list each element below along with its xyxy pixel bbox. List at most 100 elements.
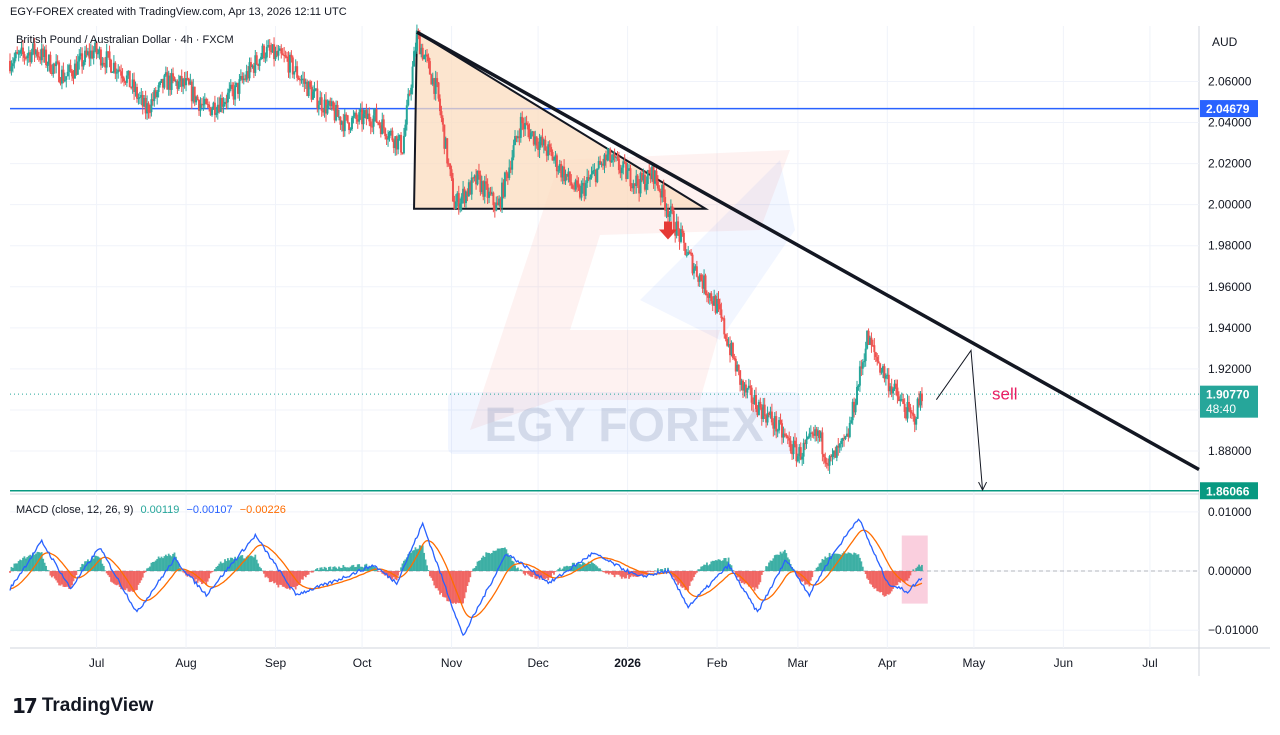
candle-body [873,345,876,353]
candle-body [499,198,502,208]
macd-histogram-bar [121,571,124,590]
descending-trendline[interactable] [416,30,1200,472]
macd-histogram-bar [189,571,192,578]
y-tick-label: 2.06000 [1208,74,1252,88]
candle-body [814,429,817,436]
candle-body [527,124,530,130]
macd-histogram-bar [14,563,17,572]
tradingview-logo-icon: 17 [12,694,38,718]
macd-histogram-bar [222,562,225,572]
candle-body [258,59,261,66]
resistance-price-label: 2.04679 [1206,102,1250,116]
macd-histogram-bar [332,566,335,572]
macd-histogram-bar [515,568,518,572]
candle-body [94,42,97,51]
macd-histogram-bar [521,570,524,572]
macd-histogram-bar [690,571,692,582]
macd-histogram-bar [649,571,652,573]
candle-body [626,170,629,179]
candle-body [762,404,765,419]
tradingview-logo[interactable]: 17 TradingView [12,694,153,718]
candle-body [401,152,404,154]
candle-body [27,52,30,56]
macd-histogram-bar [13,563,16,572]
candle-body [23,54,26,58]
macd-histogram-bar [913,571,916,572]
candle-body [876,357,879,362]
macd-histogram-bar [710,561,713,572]
candle-body [185,78,188,86]
plot-area[interactable] [10,26,1199,648]
macd-histogram-bar [33,554,36,572]
projection-path[interactable] [935,349,984,491]
macd-histogram-bar [281,571,284,587]
macd-histogram-bar [737,571,740,578]
candle-body [473,175,476,178]
candle-body [273,44,276,60]
macd-histogram-bar [303,571,306,577]
candle-body [104,63,107,68]
last-price-label-countdown: 48:40 [1206,402,1236,416]
macd-histogram-bar [561,568,564,572]
candle-body [69,65,72,71]
macd-histogram-bar [55,571,58,581]
candle-body [778,420,781,431]
macd-histogram-bar [391,571,394,580]
candle-body [345,114,348,116]
candle-body [384,128,387,137]
macd-histogram-bar [483,557,486,572]
candle-body [11,63,14,67]
macd-histogram-bar [319,567,322,572]
x-tick-label: 2026 [614,656,641,670]
macd-histogram-bar [387,571,389,579]
candle-body [470,177,473,195]
macd-histogram-bar [216,565,219,572]
candle-body [714,296,717,313]
candle-body [818,430,821,438]
candle-body [483,181,486,197]
candle-body [606,154,609,161]
candle-body [284,55,287,57]
candle-body [356,119,359,122]
descending-triangle-pattern[interactable] [413,30,710,210]
macd-histogram-bar [450,571,453,604]
candle-body [729,344,732,356]
macd-histogram-bar [29,554,32,572]
macd-histogram-bar [407,554,410,572]
candle-body [472,177,475,179]
candle-body [489,191,492,195]
candle-body [850,420,853,423]
candle-body [871,345,874,347]
macd-histogram-bar [734,571,737,575]
candle-body [620,167,623,174]
candle-body [565,173,568,177]
macd-histogram-bar [864,571,867,575]
candle-body [238,79,241,94]
macd-histogram-bar [338,566,340,572]
candle-body [349,129,352,131]
macd-histogram-bar [720,561,723,572]
candle-body [857,385,860,387]
candle-body [239,75,242,80]
candle-body [769,411,772,416]
candle-body [33,43,36,55]
candle-body [397,138,400,150]
macd-histogram-bar [525,571,528,573]
macd-histogram-bar [772,558,775,572]
candle-body [760,407,763,419]
candle-body [602,163,605,166]
candle-body [105,51,108,68]
candle-body [665,209,668,211]
macd-histogram-bar [837,553,840,572]
candle-body [789,440,792,452]
candle-body [248,62,251,79]
macd-histogram-bar [267,571,270,579]
candle-body [664,197,667,211]
candle-body [46,64,49,66]
macd-histogram-bar [714,560,717,572]
macd-histogram-bar [669,571,672,574]
candle-body [681,229,684,233]
candle-body [651,166,654,180]
candle-body [635,175,638,187]
